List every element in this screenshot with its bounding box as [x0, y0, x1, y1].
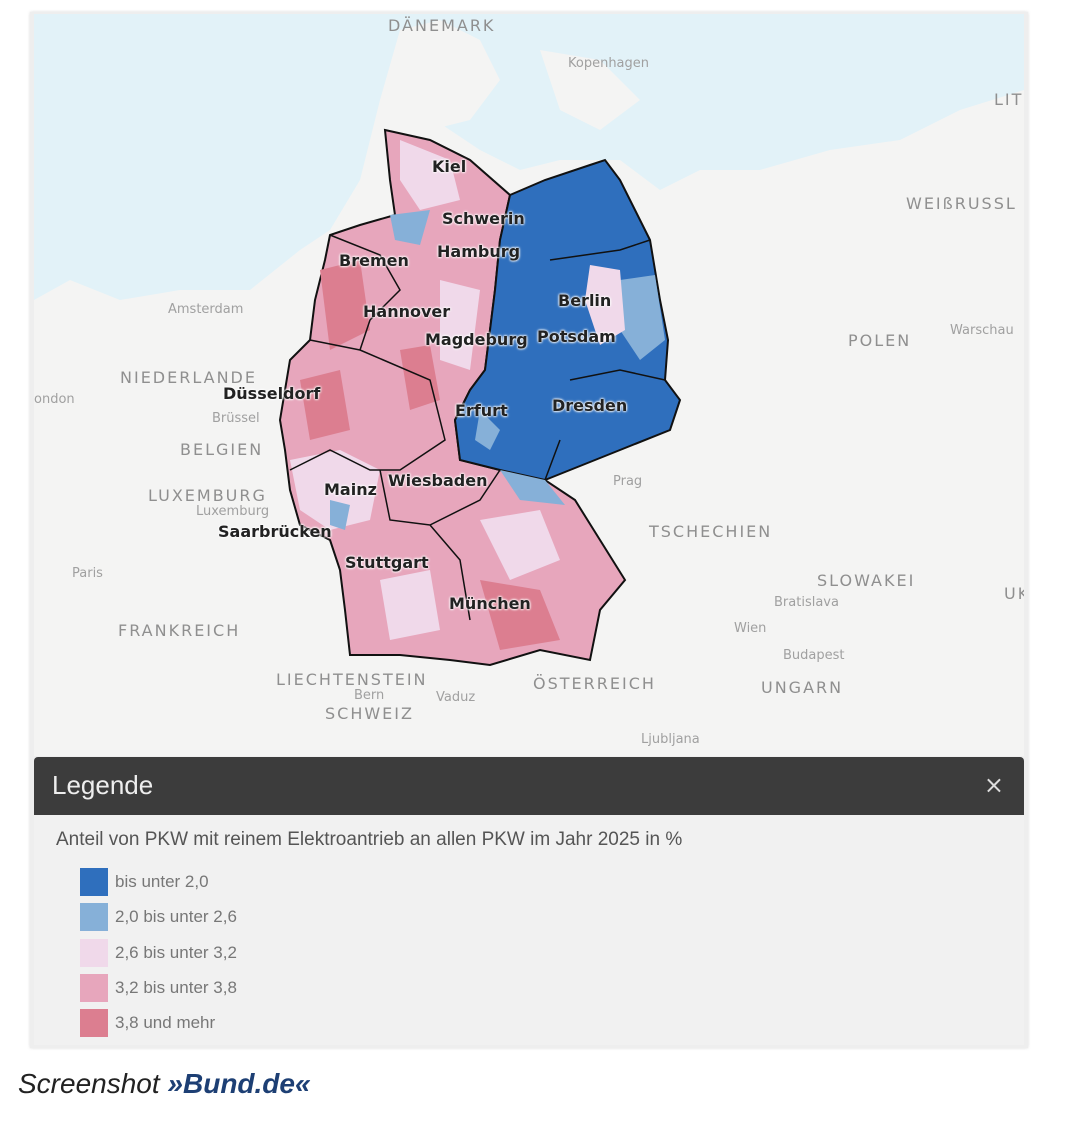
- image-caption: Screenshot »Bund.de«: [18, 1068, 311, 1100]
- legend-swatch: [80, 939, 108, 967]
- city-label: Bern: [354, 688, 385, 703]
- state-borders: [289, 234, 666, 621]
- map-svg: [34, 14, 1024, 667]
- legend-swatch: [80, 974, 108, 1002]
- city-label: Warschau: [950, 323, 1014, 338]
- legend-label: 3,2 bis unter 3,8: [115, 978, 237, 997]
- city-label: Kopenhagen: [568, 56, 650, 71]
- german-city-label: Mainz: [324, 480, 377, 499]
- country-label: UNGARN: [761, 678, 844, 697]
- country-label: NIEDERLANDE: [120, 368, 257, 387]
- german-city-label: Hannover: [363, 302, 451, 321]
- legend-title: Legende: [52, 770, 154, 800]
- country-label: WEIßRUSSL: [906, 194, 1017, 213]
- country-label: POLEN: [848, 331, 912, 350]
- close-icon[interactable]: ×: [983, 771, 1004, 799]
- country-label: LIECHTENSTEIN: [276, 670, 428, 689]
- city-label: Paris: [72, 566, 103, 581]
- region-pale: [290, 140, 560, 640]
- german-city-label: Potsdam: [537, 327, 616, 346]
- region-berlin: [585, 265, 625, 345]
- region-east: [453, 158, 682, 482]
- city-label: Prag: [613, 474, 643, 489]
- german-city-label: Bremen: [339, 251, 409, 270]
- country-label: FRANKREICH: [118, 621, 241, 640]
- german-city-label: Wiesbaden: [388, 471, 488, 490]
- german-city-label: Magdeburg: [425, 330, 528, 349]
- map-canvas[interactable]: DÄNEMARK LIT WEIßRUSSL POLEN NIEDERLANDE…: [34, 14, 1024, 756]
- caption-source-link[interactable]: »Bund.de«: [167, 1068, 311, 1099]
- city-label: Brüssel: [212, 411, 260, 426]
- legend-swatch: [80, 903, 108, 931]
- german-city-label: Berlin: [558, 291, 612, 310]
- country-label: UK: [1004, 584, 1024, 603]
- city-label: Bratislava: [774, 595, 839, 610]
- sea: [34, 14, 1024, 300]
- german-city-label: Saarbrücken: [218, 522, 332, 541]
- country-label: SCHWEIZ: [325, 704, 414, 723]
- legend-label: bis unter 2,0: [115, 872, 209, 891]
- city-label: Vaduz: [436, 690, 476, 705]
- country-label: BELGIEN: [180, 440, 264, 459]
- region-dark-pink: [300, 260, 560, 650]
- german-city-label: München: [449, 594, 531, 613]
- german-city-label: Hamburg: [437, 242, 521, 261]
- legend-body: Anteil von PKW mit reinem Elektroantrieb…: [34, 815, 1024, 1045]
- german-city-label: Düsseldorf: [223, 384, 321, 403]
- city-label: Luxemburg: [196, 504, 270, 519]
- legend-swatch: [80, 868, 108, 896]
- german-city-label: Dresden: [552, 396, 628, 415]
- country-label: SLOWAKEI: [817, 571, 916, 590]
- city-label: Ljubljana: [641, 732, 700, 747]
- german-city-label: Erfurt: [455, 401, 508, 420]
- legend-label: 2,6 bis unter 3,2: [115, 943, 237, 962]
- city-label: ondon: [34, 392, 75, 407]
- country-label: LUXEMBURG: [148, 486, 267, 505]
- city-label: Budapest: [783, 648, 845, 663]
- legend-label: 3,8 und mehr: [115, 1013, 216, 1032]
- german-city-label: Kiel: [432, 157, 467, 176]
- legend-label: 2,0 bis unter 2,6: [115, 907, 237, 926]
- country-label: ÖSTERREICH: [533, 674, 656, 693]
- legend-caption: Anteil von PKW mit reinem Elektroantrieb…: [56, 829, 683, 850]
- german-city-label: Stuttgart: [345, 553, 429, 572]
- legend-swatch: [80, 1009, 108, 1037]
- country-label: LIT: [994, 90, 1024, 109]
- city-label: Wien: [734, 621, 767, 636]
- country-label: DÄNEMARK: [388, 16, 496, 35]
- german-city-label: Schwerin: [442, 209, 525, 228]
- legend-header: Legende ×: [34, 757, 1024, 815]
- caption-prefix: Screenshot: [18, 1068, 168, 1099]
- city-label: Amsterdam: [168, 302, 244, 317]
- country-label: TSCHECHIEN: [649, 522, 773, 541]
